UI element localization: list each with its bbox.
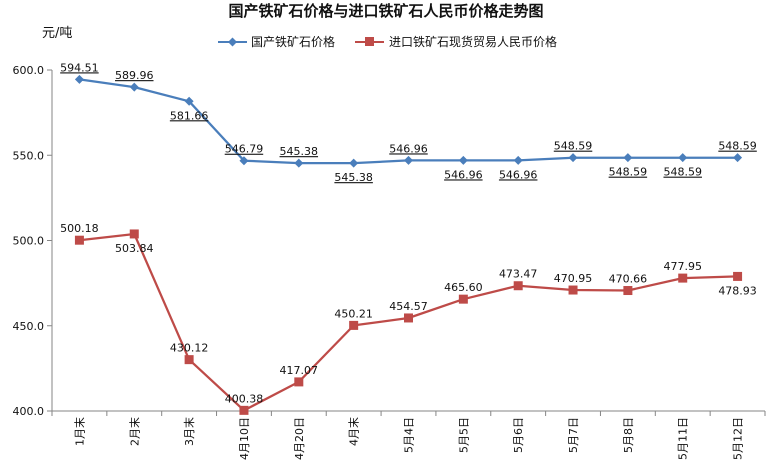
data-point-import xyxy=(568,285,578,295)
chart-title: 国产铁矿石价格与进口铁矿石人民币价格走势图 xyxy=(228,2,543,20)
data-point-domestic xyxy=(294,158,304,168)
data-label-domestic: 548.59 xyxy=(718,140,757,153)
x-tick-label: 5月12日 xyxy=(732,417,745,460)
data-point-import xyxy=(129,229,139,239)
x-tick-label: 5月4日 xyxy=(403,417,416,453)
data-point-import xyxy=(239,405,249,415)
series-lines xyxy=(79,78,738,412)
x-tick-label: 2月末 xyxy=(127,417,141,446)
legend-label-domestic: 国产铁矿石价格 xyxy=(251,34,335,49)
data-point-domestic xyxy=(74,74,84,84)
data-label-domestic: 589.96 xyxy=(115,69,154,82)
data-label-domestic: 548.59 xyxy=(554,140,593,153)
legend: 国产铁矿石价格 进口铁矿石现货贸易人民币价格 xyxy=(218,34,557,49)
legend-marker-import xyxy=(365,37,374,46)
x-tick-label: 4月20日 xyxy=(293,417,306,460)
data-point-import xyxy=(458,294,468,304)
data-label-domestic: 546.96 xyxy=(444,168,483,181)
series-markers xyxy=(74,74,743,415)
axes: 400.0 450.0 500.0 550.0 600.0 1月末 2月末 3月末 4月10日 4… xyxy=(13,64,766,460)
data-point-import xyxy=(184,355,194,365)
data-label-import: 470.95 xyxy=(554,272,593,285)
data-point-import xyxy=(733,271,743,281)
data-label-import: 478.93 xyxy=(718,284,757,297)
y-tick-label: 400.0 xyxy=(13,405,45,418)
data-label-import: 470.66 xyxy=(609,273,648,286)
data-label-import: 500.18 xyxy=(60,222,99,235)
data-label-import: 454.57 xyxy=(389,300,428,313)
y-tick-label: 450.0 xyxy=(13,320,45,333)
data-point-domestic xyxy=(184,96,194,106)
data-point-import xyxy=(74,235,84,245)
data-point-domestic xyxy=(568,153,578,163)
data-point-domestic xyxy=(404,155,413,165)
data-point-domestic xyxy=(349,158,359,168)
data-point-domestic xyxy=(129,82,139,92)
data-label-domestic: 545.38 xyxy=(334,171,373,184)
y-axis-unit-label: 元/吨 xyxy=(42,26,72,41)
data-label-import: 430.12 xyxy=(170,342,209,355)
data-point-import xyxy=(623,286,633,296)
data-point-import xyxy=(349,320,359,330)
data-point-domestic xyxy=(458,155,468,165)
data-point-import xyxy=(513,281,523,291)
data-label-import: 417.07 xyxy=(280,364,319,377)
x-tick-label: 5月5日 xyxy=(457,417,470,453)
data-point-domestic xyxy=(678,153,688,163)
data-point-domestic xyxy=(513,155,523,165)
data-label-import: 503.84 xyxy=(115,242,154,255)
data-label-domestic: 545.38 xyxy=(280,145,319,158)
data-label-import: 477.95 xyxy=(663,260,702,273)
data-label-domestic: 581.66 xyxy=(170,109,209,122)
data-point-import xyxy=(294,377,304,387)
x-tick-label: 5月8日 xyxy=(622,417,635,453)
y-tick-label: 600.0 xyxy=(13,64,45,77)
data-label-domestic: 548.59 xyxy=(663,166,702,179)
data-point-domestic xyxy=(733,153,743,163)
legend-marker-domestic xyxy=(228,37,237,47)
data-label-domestic: 548.59 xyxy=(609,166,648,179)
data-point-domestic xyxy=(239,156,249,166)
data-label-import: 473.47 xyxy=(499,268,538,281)
x-tick-label: 1月末 xyxy=(72,417,86,446)
x-tick-label: 5月11日 xyxy=(677,417,690,460)
y-tick-label: 500.0 xyxy=(13,235,45,248)
x-tick-label: 4月末 xyxy=(347,417,361,446)
data-point-domestic xyxy=(623,153,633,163)
legend-label-import: 进口铁矿石现货贸易人民币价格 xyxy=(389,34,557,49)
data-label-import: 450.21 xyxy=(334,307,373,320)
data-label-domestic: 546.96 xyxy=(389,142,428,155)
data-label-domestic: 546.96 xyxy=(499,168,538,181)
data-point-import xyxy=(404,313,413,323)
x-tick-label: 4月10日 xyxy=(238,417,251,460)
data-label-import: 400.38 xyxy=(225,392,264,405)
x-tick-label: 3月末 xyxy=(182,417,196,446)
data-labels: 594.51 589.96 581.66 546.79 545.38 545.38 546.… xyxy=(60,61,757,405)
data-label-import: 465.60 xyxy=(444,281,483,294)
data-point-import xyxy=(678,273,688,283)
y-tick-label: 550.0 xyxy=(13,149,45,162)
x-tick-label: 5月7日 xyxy=(567,417,580,453)
data-label-domestic: 546.79 xyxy=(225,143,264,156)
data-label-domestic: 594.51 xyxy=(60,61,99,74)
x-tick-label: 5月6日 xyxy=(512,417,525,453)
